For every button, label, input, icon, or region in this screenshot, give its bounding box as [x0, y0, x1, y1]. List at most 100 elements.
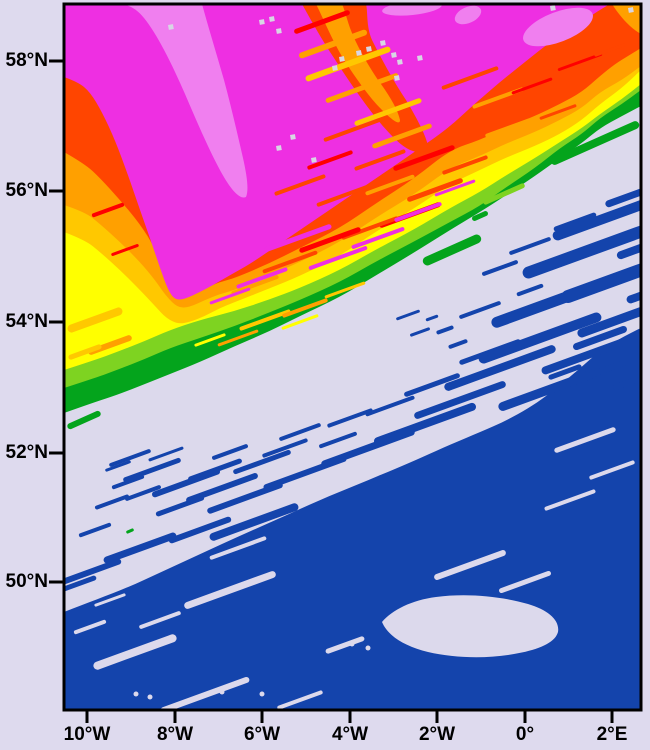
contour-corner-orange [612, 4, 641, 34]
blue-streak [64, 558, 122, 586]
warm-streak [441, 66, 499, 90]
warm-streak [217, 329, 259, 347]
missing-data-specks-group [168, 5, 634, 163]
warm-streak [281, 314, 319, 330]
blue-streak [448, 339, 468, 349]
blue-streak [588, 358, 632, 378]
warm-streak [365, 174, 415, 196]
blue-streak [436, 325, 454, 335]
warm-streak [67, 307, 123, 333]
missing-data-speck [397, 59, 403, 65]
blue-streak [209, 503, 299, 541]
blue-streak [541, 337, 629, 375]
missing-data-speck [259, 19, 265, 25]
warm-streak [236, 267, 288, 289]
warm-streaks-group [67, 10, 626, 360]
green-streak [67, 410, 101, 430]
missing-data-speck [168, 24, 174, 30]
y-tick-label-2: 54°N [5, 311, 48, 332]
y-tick-label-1: 56°N [5, 180, 48, 201]
warm-streak [68, 344, 102, 360]
blue-streak [168, 516, 232, 544]
blue-streak [548, 364, 582, 380]
blue-streak [94, 494, 130, 510]
contour-violet-patch-small [454, 5, 482, 25]
missing-data-speck [394, 75, 400, 81]
warm-streak [307, 150, 353, 170]
green-streak [550, 121, 640, 165]
blue-streak [103, 532, 177, 564]
warm-streak [262, 250, 318, 274]
blue-hole-dot [349, 641, 355, 647]
plot-frame [62, 2, 643, 712]
warm-streak [231, 275, 279, 295]
blue-streak [553, 212, 597, 232]
blue-streaks-group [64, 184, 641, 595]
blue-streak [186, 473, 258, 503]
blue-streak [207, 482, 283, 514]
blue-hole-dot [133, 691, 139, 697]
green-streak [422, 234, 482, 266]
blue-streak [64, 575, 97, 595]
blue-streak [459, 301, 501, 319]
x-tick-label-3: 4°W [331, 724, 369, 745]
blue-streak [552, 199, 641, 241]
blue-streak [516, 283, 544, 297]
blue-streak [410, 327, 430, 337]
missing-data-speck [339, 56, 345, 62]
blue-hole-streak [325, 636, 365, 654]
blue-hole-streak [589, 460, 635, 480]
missing-data-speck [332, 65, 338, 71]
blue-streak [404, 373, 460, 397]
blue-hole-streak [93, 634, 177, 670]
warm-streak [274, 174, 326, 196]
blue-streak [522, 225, 641, 279]
blue-streak [509, 237, 551, 255]
green-streak [483, 183, 525, 205]
blue-hole-streak [434, 550, 506, 580]
warm-streak [394, 202, 442, 222]
blue-streak [148, 446, 184, 462]
warm-streak [209, 287, 251, 305]
blue-streak [396, 309, 420, 321]
blue-hole-streak [277, 690, 323, 710]
blue-streak [573, 325, 627, 351]
blue-streak [151, 468, 221, 498]
blue-hole-streak [139, 611, 181, 629]
warm-streak [407, 178, 463, 202]
blue-hole-streak [160, 676, 250, 710]
blue-streak [105, 460, 131, 472]
missing-data-speck [391, 52, 397, 58]
missing-data-speck [290, 134, 296, 140]
blue-streak [459, 339, 521, 365]
blue-hole-streak [554, 427, 616, 453]
warm-streak [264, 224, 332, 252]
warm-streak [354, 149, 406, 171]
x-tick-label-5: 0° [515, 724, 535, 745]
warm-streak [305, 46, 391, 82]
warm-streak [594, 43, 626, 57]
blue-streak [327, 408, 373, 428]
blue-hole-dot [259, 691, 265, 697]
missing-data-speck [366, 46, 372, 52]
missing-data-speck [417, 55, 423, 61]
warm-streak [511, 77, 553, 95]
warm-streak [354, 98, 422, 126]
warm-streak [351, 227, 405, 249]
blue-streak [279, 423, 321, 441]
contour-violet-patch-ne [523, 7, 593, 47]
blue-streak [125, 485, 161, 501]
y-tick-label-0: 58°N [5, 50, 48, 71]
x-tick-label-2: 6°W [243, 724, 281, 745]
blue-streak [262, 438, 308, 458]
warm-streak [485, 118, 531, 138]
blue-streak [78, 522, 112, 538]
y-tick-label-4: 50°N [5, 571, 48, 592]
warm-streak [294, 10, 350, 34]
warm-streak [194, 333, 226, 347]
warm-streak [282, 298, 328, 318]
green-streak [126, 528, 134, 534]
blue-streak [319, 431, 357, 449]
x-tick-label-0: 10°W [63, 724, 111, 745]
